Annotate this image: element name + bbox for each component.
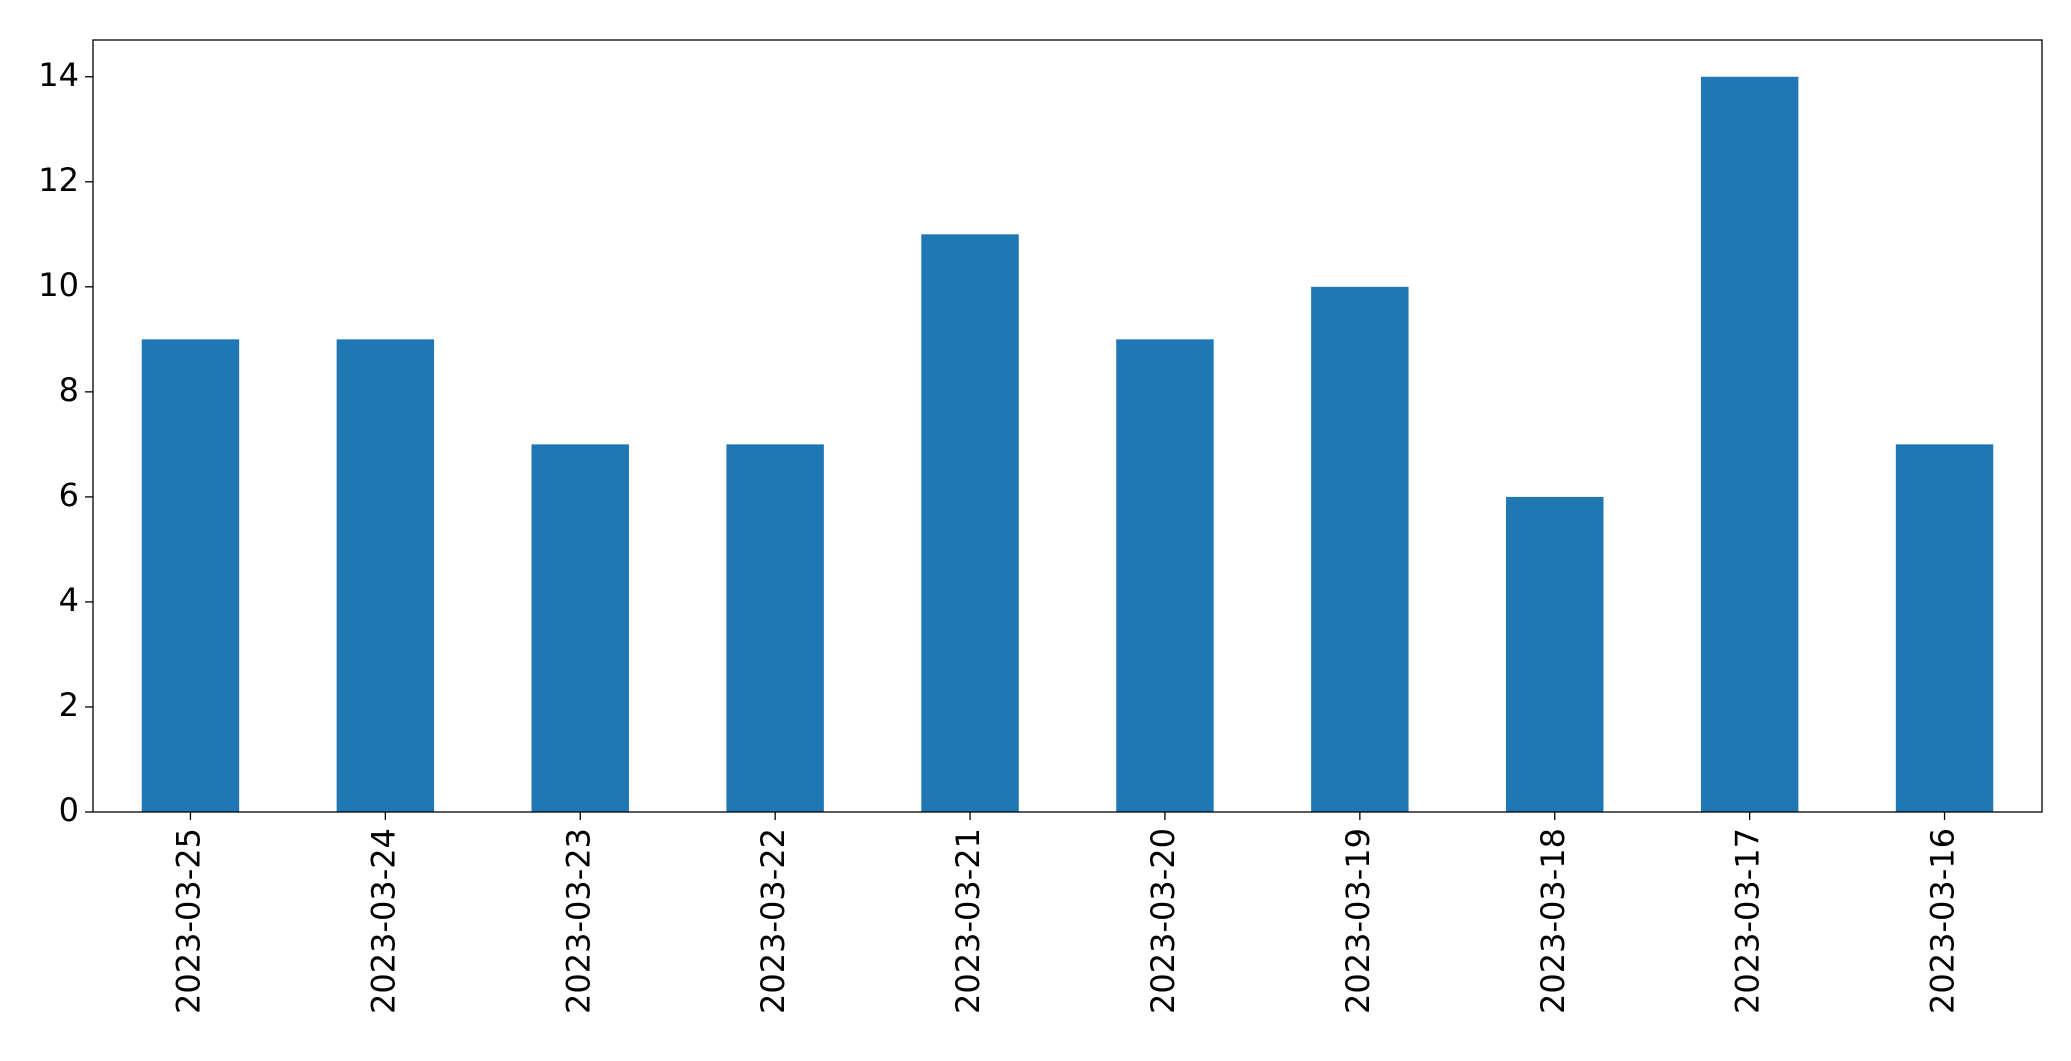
- y-tick-label: 10: [38, 266, 79, 304]
- bar: [336, 339, 435, 812]
- y-tick-label: 4: [59, 581, 79, 619]
- y-tick-label: 14: [38, 56, 79, 94]
- y-tick-label: 8: [59, 371, 79, 409]
- x-tick-label: 2023-03-18: [1534, 828, 1572, 1014]
- x-tick-label: 2023-03-16: [1924, 828, 1962, 1014]
- bar: [1506, 496, 1604, 812]
- bar: [141, 339, 240, 812]
- x-tick-label: 2023-03-21: [949, 828, 987, 1014]
- y-tick-label: 12: [38, 161, 79, 199]
- plot-frame: [92, 39, 2043, 813]
- x-tick-label: 2023-03-19: [1339, 828, 1377, 1014]
- x-tick-label: 2023-03-25: [169, 828, 207, 1014]
- x-tick-label: 2023-03-20: [1144, 828, 1182, 1014]
- bar: [531, 444, 629, 812]
- x-tick-label: 2023-03-17: [1729, 828, 1767, 1014]
- bar: [1116, 339, 1214, 812]
- y-tick-label: 0: [59, 791, 79, 829]
- bar: [1895, 444, 1994, 812]
- bar: [1700, 76, 1799, 812]
- bar: [1311, 286, 1409, 812]
- bar: [921, 234, 1019, 812]
- y-tick-label: 6: [59, 476, 79, 514]
- y-tick-label: 2: [59, 686, 79, 724]
- x-tick-label: 2023-03-24: [364, 828, 402, 1014]
- x-tick-label: 2023-03-22: [754, 828, 792, 1014]
- bar: [726, 444, 824, 812]
- x-tick-label: 2023-03-23: [559, 828, 597, 1014]
